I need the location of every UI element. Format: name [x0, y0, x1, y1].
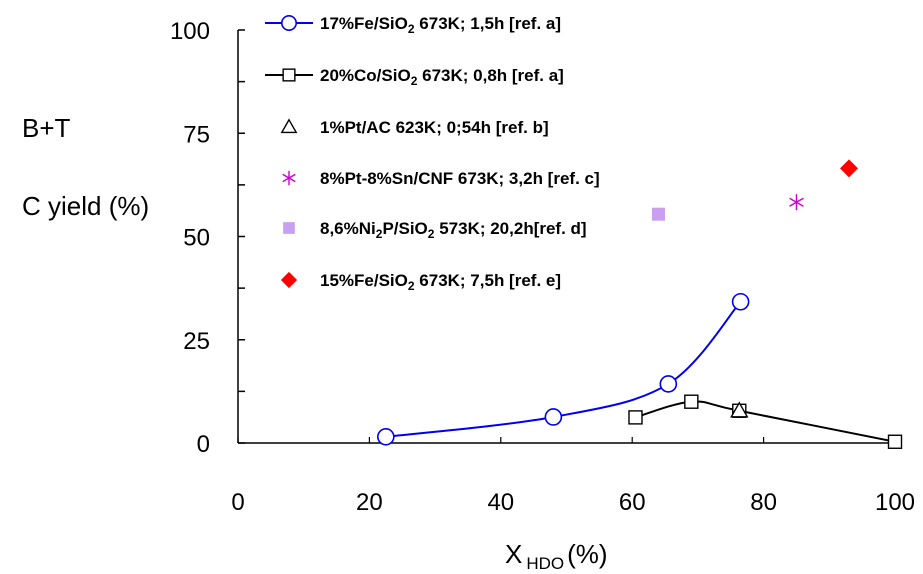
legend-marker-5: [280, 271, 298, 289]
legend-label-part: 2: [411, 74, 418, 88]
legend-item-0: 17%Fe/SiO2 673K; 1,5h [ref. a]: [265, 14, 561, 36]
series-line-0: [385, 301, 742, 438]
legend-label-5: 15%Fe/SiO2 673K; 7,5h [ref. e]: [320, 271, 561, 293]
legend-marker-3: [282, 170, 296, 186]
legend-label-4: 8,6%Ni2P/SiO2 573K; 20,2h[ref. d]: [320, 219, 587, 241]
legend-item-2: 1%Pt/AC 623K; 0;54h [ref. b]: [280, 118, 549, 137]
legend-label-part: 673K; 7,5h: [415, 271, 505, 290]
data-point-series-0: [544, 408, 563, 426]
x-tick-label: 80: [750, 489, 777, 516]
legend-label-part: 1%Pt/AC 623K; 0;54h [ref. b]: [320, 118, 549, 137]
legend-label-0: 17%Fe/SiO2 673K; 1,5h [ref. a]: [320, 14, 561, 36]
y-tick-label: 0: [197, 431, 210, 458]
x-tick-label: 60: [619, 489, 646, 516]
legend: 17%Fe/SiO2 673K; 1,5h [ref. a]20%Co/SiO2…: [265, 14, 600, 293]
legend-label-part: P/SiO: [382, 219, 427, 238]
legend-label-part: 17%Fe/SiO: [320, 14, 408, 33]
legend-marker-2: [280, 118, 298, 134]
y-tick-label: 75: [183, 121, 210, 148]
data-point-series-0: [731, 292, 750, 311]
legend-label-1: 20%Co/SiO2 673K; 0,8h [ref. a]: [320, 66, 564, 88]
x-tick-label: 0: [231, 489, 244, 516]
y-axis-label-line2: C yield (%): [22, 191, 149, 221]
data-point-series-5: [840, 159, 859, 178]
x-axis-label: X HDO (%): [505, 539, 608, 573]
legend-label-part: 673K; 1,5h [ref. a]: [415, 14, 561, 33]
y-axis-label-line1: B+T: [22, 113, 71, 143]
y-minor-ticks: [238, 80, 245, 393]
legend-label-part: 673K; 0,8h [ref. a]: [417, 66, 563, 85]
data-point-series-1: [887, 434, 903, 449]
legend-item-5: 15%Fe/SiO2 673K; 7,5h [ref. e]: [280, 271, 561, 293]
y-tick-label: 50: [183, 225, 210, 252]
data-point-series-0: [377, 428, 395, 446]
legend-label-part: 20%Co/SiO: [320, 66, 411, 85]
y-tick-label: 25: [183, 328, 210, 355]
series-lines: [385, 301, 896, 443]
x-tick-label: 40: [487, 489, 514, 516]
data-point-series-4: [651, 207, 665, 221]
legend-label-part: 8,6%Ni: [320, 219, 376, 238]
legend-label-part: 2: [376, 227, 383, 241]
legend-label-part: 15%Fe/SiO: [320, 271, 408, 290]
legend-label-part: 2: [408, 22, 415, 36]
series-markers: [377, 159, 903, 449]
legend-label-3: 8%Pt-8%Sn/CNF 673K; 3,2h [ref. c]: [320, 169, 600, 188]
series-line-1: [635, 400, 896, 443]
x-axis-label-unit: (%): [567, 539, 607, 569]
data-point-series-2: [730, 401, 749, 418]
x-tick-label: 20: [356, 489, 383, 516]
legend-marker-1: [282, 68, 296, 82]
legend-label-part: 2: [408, 279, 415, 293]
legend-item-3: 8%Pt-8%Sn/CNF 673K; 3,2h [ref. c]: [282, 169, 600, 188]
legend-label-part: 2: [428, 227, 435, 241]
x-ticks: 0 20 40 60 80 100: [231, 437, 915, 516]
data-point-series-1: [684, 394, 699, 409]
legend-marker-0: [280, 15, 297, 31]
y-tick-label: 100: [170, 18, 210, 45]
y-ticks: 0 25 50 75 100: [170, 18, 245, 458]
legend-item-1: 20%Co/SiO2 673K; 0,8h [ref. a]: [265, 66, 564, 88]
x-axis-label-main: X: [505, 539, 522, 569]
legend-label-part: 8%Pt-8%Sn/CNF 673K; 3,2h [ref. c]: [320, 169, 600, 188]
legend-label-part: [ref. e]: [504, 271, 561, 290]
legend-label-2: 1%Pt/AC 623K; 0;54h [ref. b]: [320, 118, 549, 137]
x-tick-label: 100: [875, 489, 915, 516]
data-point-series-1: [628, 410, 643, 425]
legend-item-4: 8,6%Ni2P/SiO2 573K; 20,2h[ref. d]: [283, 219, 587, 241]
legend-marker-4: [283, 222, 295, 234]
data-point-series-3: [789, 194, 804, 211]
data-point-series-0: [659, 375, 678, 393]
legend-label-part: 573K; 20,2h[ref. d]: [434, 219, 586, 238]
x-axis-label-sub: HDO: [526, 554, 564, 573]
